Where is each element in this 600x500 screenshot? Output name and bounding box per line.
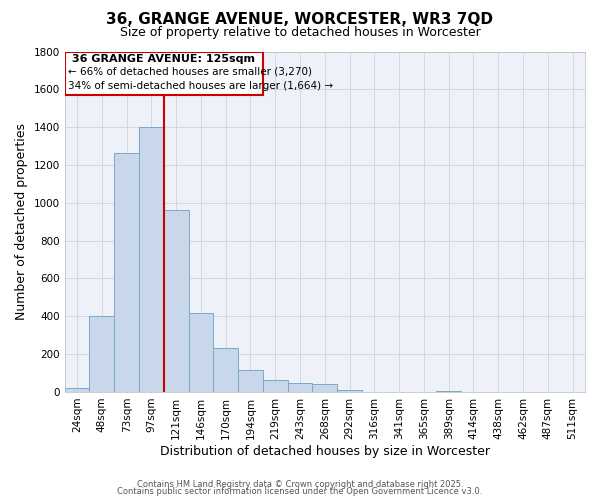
Bar bbox=[337, 390, 362, 392]
FancyBboxPatch shape bbox=[65, 52, 263, 95]
Text: 34% of semi-detached houses are larger (1,664) →: 34% of semi-detached houses are larger (… bbox=[68, 81, 334, 91]
Text: Contains HM Land Registry data © Crown copyright and database right 2025.: Contains HM Land Registry data © Crown c… bbox=[137, 480, 463, 489]
Bar bbox=[188, 312, 214, 392]
Bar bbox=[89, 316, 114, 392]
Bar bbox=[65, 388, 89, 392]
Bar bbox=[114, 152, 139, 392]
Bar bbox=[139, 127, 164, 392]
Bar bbox=[436, 391, 461, 392]
Bar bbox=[263, 380, 287, 392]
Bar bbox=[238, 370, 263, 392]
Bar bbox=[164, 210, 188, 392]
X-axis label: Distribution of detached houses by size in Worcester: Distribution of detached houses by size … bbox=[160, 444, 490, 458]
Bar bbox=[214, 348, 238, 392]
Text: 36, GRANGE AVENUE, WORCESTER, WR3 7QD: 36, GRANGE AVENUE, WORCESTER, WR3 7QD bbox=[107, 12, 493, 28]
Text: Size of property relative to detached houses in Worcester: Size of property relative to detached ho… bbox=[119, 26, 481, 39]
Y-axis label: Number of detached properties: Number of detached properties bbox=[15, 123, 28, 320]
Bar bbox=[313, 384, 337, 392]
Text: ← 66% of detached houses are smaller (3,270): ← 66% of detached houses are smaller (3,… bbox=[68, 67, 313, 77]
Text: 36 GRANGE AVENUE: 125sqm: 36 GRANGE AVENUE: 125sqm bbox=[72, 54, 255, 64]
Bar bbox=[287, 382, 313, 392]
Text: Contains public sector information licensed under the Open Government Licence v3: Contains public sector information licen… bbox=[118, 488, 482, 496]
